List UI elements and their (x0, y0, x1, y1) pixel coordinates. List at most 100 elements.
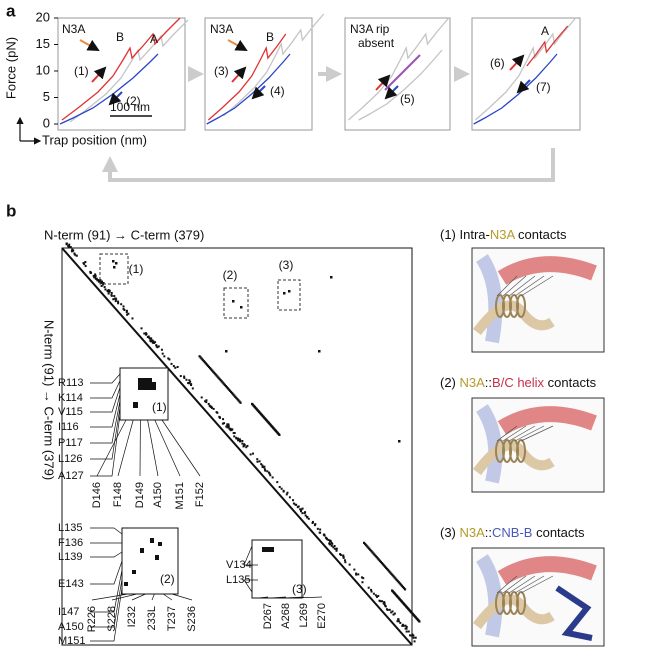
contact (362, 577, 365, 580)
contact (392, 613, 395, 616)
contact (393, 576, 396, 579)
force-curve (207, 33, 287, 121)
contact (217, 376, 220, 379)
contact-line (514, 425, 545, 442)
contact (378, 559, 381, 562)
contact (229, 427, 232, 430)
direction-arrow (509, 54, 525, 71)
region-box (223, 287, 249, 319)
contact (390, 611, 393, 614)
contact (377, 594, 380, 597)
leader (90, 587, 123, 642)
contact (160, 348, 163, 351)
contact (292, 499, 295, 502)
contact (286, 491, 289, 494)
contact (156, 346, 159, 349)
contact (314, 523, 317, 526)
contact (168, 358, 171, 361)
inset-x-label: S228 (106, 606, 118, 632)
contact (383, 601, 386, 604)
leader (117, 419, 134, 477)
structure-caption: (1) Intra-N3A contacts (440, 227, 567, 242)
contact (172, 365, 175, 368)
leader (283, 596, 305, 599)
contact (220, 380, 223, 383)
contact (170, 362, 173, 365)
contact (372, 552, 375, 555)
contact (288, 290, 291, 293)
contact (278, 485, 281, 488)
annotation: B (116, 30, 124, 44)
contact-line (520, 425, 554, 442)
strand-tan (473, 300, 555, 336)
contact (379, 600, 382, 603)
inset-y-label: L135 (226, 574, 250, 586)
contact (367, 546, 370, 549)
contact (335, 547, 338, 550)
contact (404, 627, 407, 630)
contact (225, 350, 228, 353)
contact (323, 534, 326, 537)
contact (342, 556, 345, 559)
contact (398, 440, 401, 443)
contact (82, 262, 85, 265)
inset-tag: (3) (292, 582, 307, 596)
leader (90, 569, 123, 613)
contact (267, 471, 270, 474)
contact (218, 377, 221, 381)
helix-red (497, 406, 597, 435)
contact (232, 300, 235, 303)
contact-line (508, 575, 536, 594)
contact (221, 422, 224, 425)
contact (233, 431, 236, 434)
contact (280, 487, 283, 490)
contact (227, 426, 230, 429)
annotation: (1) (74, 64, 89, 78)
inset-y-label: R113 (58, 377, 83, 389)
inset-tag: (1) (152, 400, 167, 414)
contact (328, 543, 331, 546)
contact-line (496, 425, 518, 442)
leader (91, 593, 129, 601)
contact (103, 286, 106, 289)
contact (188, 379, 191, 382)
force-curve (61, 17, 181, 121)
contact (391, 573, 394, 577)
contact (245, 446, 248, 449)
caption-part: N3A (490, 227, 516, 242)
leader (147, 419, 159, 477)
leader (90, 373, 121, 384)
contact (216, 411, 219, 414)
contact (94, 277, 97, 280)
contact (207, 402, 210, 405)
contact (200, 396, 203, 399)
inset-x-label: A268 (280, 603, 292, 629)
annotation: A (541, 24, 549, 38)
caption-part: :: (485, 525, 492, 540)
contact (133, 402, 138, 408)
inset-x-label: F148 (112, 482, 124, 507)
contact (212, 370, 215, 373)
force-curve (347, 17, 450, 121)
contact (335, 549, 338, 552)
contact (330, 544, 333, 547)
force-curve (526, 25, 569, 67)
contact (89, 271, 92, 274)
contact (179, 375, 182, 378)
contact (140, 548, 144, 553)
contact (203, 361, 206, 364)
contact (311, 520, 314, 523)
contact (401, 624, 404, 627)
contact (198, 355, 201, 358)
caption-part: contacts (544, 375, 597, 390)
contact (300, 508, 303, 511)
contact (323, 533, 326, 536)
contact (126, 313, 129, 316)
contact (219, 379, 222, 382)
contact (204, 400, 207, 403)
contact (249, 453, 252, 456)
contact (117, 300, 120, 303)
inset-x-label: T237 (166, 606, 178, 631)
helix-blue (476, 404, 503, 484)
y-tick-label: 10 (36, 62, 50, 77)
